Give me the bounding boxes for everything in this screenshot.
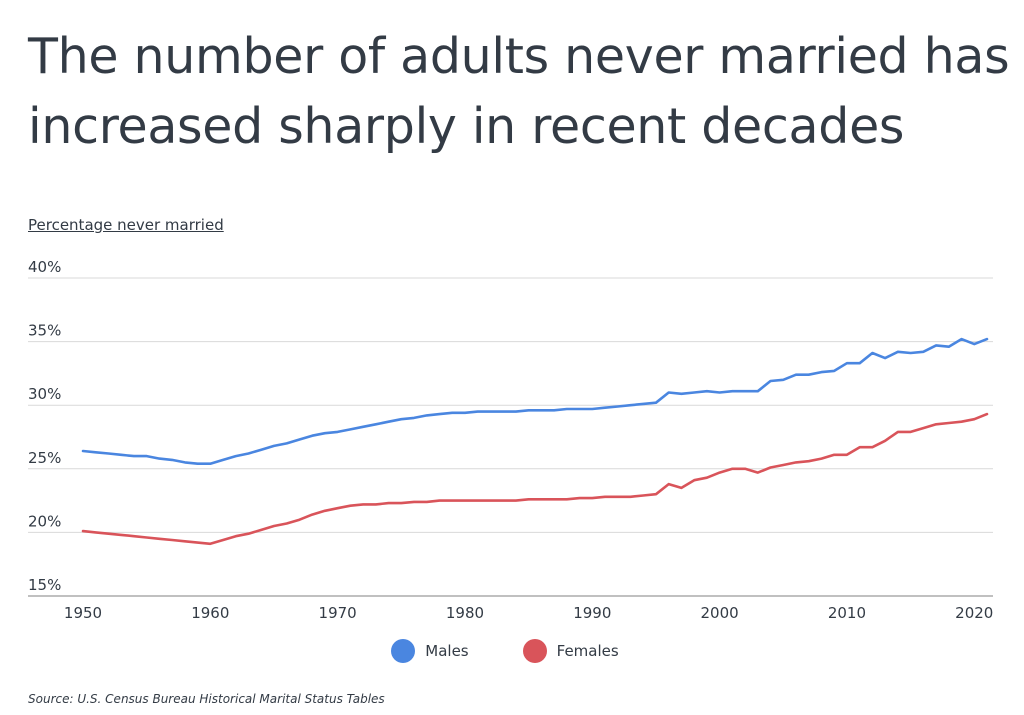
- x-tick-label: 1990: [573, 604, 611, 622]
- y-tick-labels: 15% 20% 25% 30% 35% 40%: [28, 258, 61, 594]
- legend-label-males: Males: [425, 642, 469, 660]
- legend-label-females: Females: [556, 642, 619, 660]
- x-tick-labels: 1950 1960 1970 1980 1990 2000 2010 2020: [64, 604, 993, 622]
- y-tick-label: 30%: [28, 385, 61, 403]
- legend: Males Females: [0, 639, 1010, 663]
- series-lines: [81, 337, 989, 546]
- legend-swatch-females: [522, 639, 547, 663]
- series-line-males: [81, 337, 989, 465]
- y-tick-label: 25%: [28, 449, 61, 467]
- x-tick-label: 2000: [701, 604, 739, 622]
- x-tick-label: 1980: [446, 604, 484, 622]
- y-tick-label: 35%: [28, 322, 61, 340]
- source-note: Source: U.S. Census Bureau Historical Ma…: [28, 692, 385, 706]
- series-line-females: [81, 412, 989, 546]
- x-tick-label: 1960: [191, 604, 229, 622]
- x-tick-label: 1950: [64, 604, 102, 622]
- y-tick-label: 20%: [28, 512, 61, 530]
- y-tick-label: 40%: [28, 258, 61, 276]
- y-tick-label: 15%: [28, 576, 61, 594]
- chart-title: The number of adults never married has i…: [28, 28, 1010, 155]
- legend-item-males[interactable]: Males: [391, 639, 469, 663]
- legend-swatch-males: [391, 639, 416, 663]
- grid-lines: [28, 277, 993, 597]
- x-tick-label: 2020: [955, 604, 993, 622]
- y-axis-label: Percentage never married: [28, 216, 224, 234]
- x-tick-label: 1970: [319, 604, 357, 622]
- x-tick-label: 2010: [828, 604, 866, 622]
- legend-item-females[interactable]: Females: [522, 639, 619, 663]
